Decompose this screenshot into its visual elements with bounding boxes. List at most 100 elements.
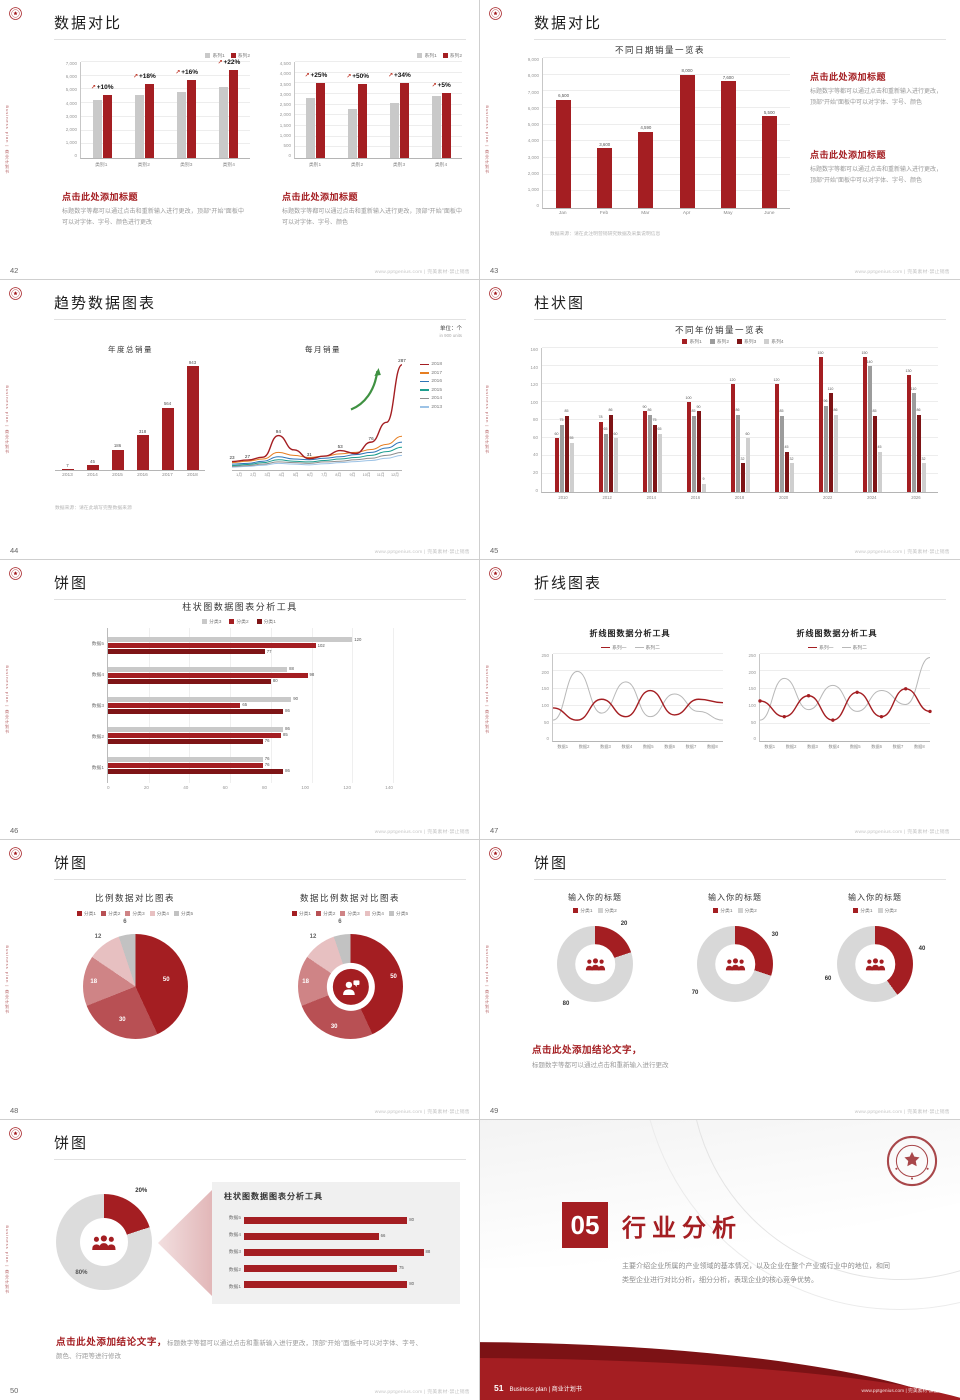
unit-label: 单位：个 in 900 units [440, 324, 462, 338]
slide-49[interactable]: Business plan | 商业计划书 饼图 输入你的标题 分类1 分类2 2… [479, 839, 960, 1121]
bar: 32 [740, 457, 745, 492]
plot-area: ↗ +25% ↗ +50% ↗ +34% ↗ +5% [294, 61, 462, 159]
slice-label: 70 [691, 990, 699, 997]
seal-svg [489, 287, 502, 300]
x-tick-label: 8月 [335, 473, 342, 477]
x-tick-label: 类别1 [308, 163, 322, 168]
bar-value-label: 77 [266, 648, 272, 654]
title-divider [54, 879, 466, 880]
gridline [393, 628, 394, 783]
bar-value-label: 90 [696, 404, 701, 409]
slide-title: 折线图表 [534, 575, 603, 592]
slide-48[interactable]: Business plan | 商业计划书 饼图 比例数据对比图表 分类1 分类2… [0, 839, 481, 1121]
bar-group: 564 [161, 360, 174, 470]
bar: 65 [603, 427, 608, 492]
category-label: 数据5 [228, 1216, 241, 1222]
bar-value-label: 7,600 [722, 74, 734, 80]
donut-hole [575, 944, 615, 984]
growth-arrow-icon: ↗ [304, 73, 310, 80]
x-axis: Jan Feb Mar Apr May June [542, 211, 790, 216]
x-tick-label: 2015 [112, 473, 123, 478]
legend-label: 分类1 [860, 909, 873, 914]
x-tick-label: 2010 [558, 495, 568, 500]
slide-46[interactable]: Business plan | 商业计划书 饼图 柱状图数据图表分析工具 分类3… [0, 559, 481, 841]
seal-logo-icon [9, 1127, 22, 1140]
x-tick-label: 2018 [187, 473, 198, 478]
y-tick-label: 1,000 [279, 132, 291, 138]
slide-50[interactable]: Business plan | 商业计划书 饼图 20% 80% 柱状图数据图表分… [0, 1119, 481, 1400]
plot-area: 120 102 77 88 98 80 90 65 86 86 85 76 76 76 86 [107, 628, 394, 783]
growth-arrow-icon: ↗ [132, 73, 138, 80]
bar: 110 [828, 387, 833, 492]
legend-item: 分类4 [364, 910, 384, 917]
block-body: 标题数字等都可以通过点击和重新输入进行更改，顶部“开始”面板中可以对字体、字号、… [62, 209, 244, 226]
legend-item: 系列3 [737, 338, 756, 345]
legend-label: 分类2 [604, 909, 617, 914]
gridline [543, 173, 790, 175]
legend-label: 分类2 [108, 912, 121, 917]
bar-group: 7,600 [720, 58, 736, 208]
bar: 32 [921, 457, 926, 492]
x-tick-label: 类别4 [434, 163, 448, 168]
bar: 150 [818, 351, 824, 492]
y-tick-label: 50 [543, 719, 549, 725]
bar-group: 943 [186, 360, 199, 470]
y-tick-label: 140 [530, 364, 538, 370]
slide-47[interactable]: Business plan | 商业计划书 折线图表 折线图数据分析工具 折线图… [479, 559, 960, 841]
line-chart-svg [231, 364, 403, 468]
y-axis: 250 200 150 100 50 0 [538, 653, 552, 742]
bar [306, 98, 316, 158]
pie-chart: 50 30 18 12 6 [83, 919, 188, 1039]
slide-43[interactable]: Business plan | 商业计划书 数据对比 不同日期销量一览表 9,0… [479, 0, 960, 281]
slice-label: 30 [118, 1016, 126, 1023]
footer-text: www.pptgenius.com | 完美素材·禁止销售 [854, 550, 950, 555]
x-tick-label: 2026 [911, 495, 921, 500]
category-label: 数据1 [91, 766, 104, 771]
x-tick-label: 10月 [362, 473, 371, 477]
bar: 76 [108, 762, 269, 768]
slide-51[interactable]: 05 行业分析 主要介绍企业所属的产业领域的基本情况，以及企业在整个产业或行业中… [479, 1119, 960, 1400]
x-tick-label: 数据3 [600, 744, 611, 749]
bar: 88 [244, 1248, 430, 1256]
bar-group: 186 [111, 360, 124, 470]
gridline [81, 74, 250, 76]
bar-value-label: 100 [685, 395, 692, 400]
slice-label: 50 [390, 974, 397, 981]
people-icon [865, 958, 885, 971]
legend-swatch [573, 908, 579, 913]
y-tick-label: 9,000 [527, 57, 539, 62]
bar: 85 [779, 409, 784, 492]
bar-group: ↗ +34% [388, 62, 411, 158]
bar-value-label: 76 [264, 761, 270, 767]
y-tick-label: 0 [288, 153, 291, 159]
x-tick-label: 0 [107, 785, 110, 790]
chart-legend: 系列1 系列2 系列3 系列4 [528, 338, 938, 345]
x-tick-label: 2014 [646, 495, 656, 500]
point-label: 23 [229, 455, 235, 461]
seal-logo-icon [489, 847, 502, 860]
bar: 86 [916, 408, 921, 492]
legend-swatch [713, 908, 719, 913]
bar-chart: 系列1 系列2 系列3 系列4 160 140 120 100 80 60 40 20 0 60 75 85 5… [528, 338, 938, 500]
bar-group: 120 85 45 32 [774, 348, 794, 492]
bar-group: 90 86 75 65 [642, 348, 662, 492]
slide-45[interactable]: Business plan | 商业计划书 柱状图 不同年份销量一览表 系列1 系… [479, 279, 960, 561]
slide-44[interactable]: Business plan | 商业计划书 趋势数据图表 单位：个 in 900… [0, 279, 481, 561]
annual-sales-bar-chart: 7 45 186 318 564 943 2013 2014 2015 2016 2017 2018 [55, 360, 205, 478]
footer-text: www.pptgenius.com | 完美素材·禁止销售 [854, 270, 950, 275]
bar-group: 130 110 86 32 [905, 348, 926, 492]
slide-42[interactable]: Business plan | 商业计划书 数据对比 系列1 系列2 7,000 6,… [0, 0, 481, 281]
bar-value-label: 186 [113, 443, 122, 449]
donut-hole [80, 1218, 128, 1266]
gridline [543, 157, 790, 158]
bar-group: 100 85 90 9 [685, 348, 706, 492]
donut-hole [326, 962, 375, 1011]
bar-value-label: 8,000 [681, 68, 693, 74]
gridline [543, 123, 790, 125]
bar: 9 [701, 477, 706, 492]
gridline [542, 347, 938, 348]
bar-value-label: 130 [905, 368, 912, 373]
chart-legend: 系列1 系列2 [274, 52, 462, 59]
bar: 120 [730, 378, 736, 492]
